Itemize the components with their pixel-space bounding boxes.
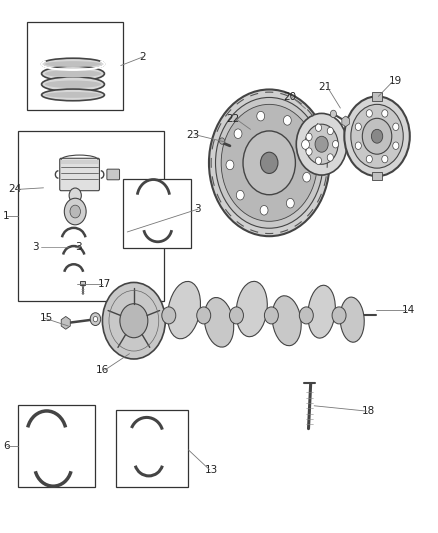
Ellipse shape [272, 296, 301, 346]
Bar [372, 92, 382, 101]
Circle shape [371, 130, 383, 143]
Bar [27, 22, 123, 110]
Bar [72, 204, 80, 211]
Circle shape [265, 307, 279, 324]
Circle shape [351, 104, 403, 168]
Circle shape [355, 123, 361, 131]
Circle shape [219, 138, 225, 144]
Text: 3: 3 [75, 242, 81, 252]
Ellipse shape [42, 66, 104, 81]
Circle shape [234, 129, 242, 139]
Text: 15: 15 [40, 313, 53, 323]
Circle shape [382, 156, 388, 163]
Bar [18, 131, 164, 301]
Circle shape [93, 317, 98, 322]
Circle shape [303, 173, 311, 182]
Circle shape [261, 152, 278, 173]
Circle shape [286, 198, 294, 208]
Text: 19: 19 [389, 77, 402, 86]
Circle shape [243, 131, 295, 195]
Circle shape [296, 114, 347, 175]
Circle shape [315, 157, 321, 165]
Ellipse shape [45, 61, 101, 67]
Bar [123, 179, 191, 248]
Ellipse shape [45, 92, 101, 98]
Circle shape [393, 142, 399, 149]
Circle shape [64, 198, 86, 225]
Ellipse shape [204, 297, 234, 347]
Circle shape [197, 307, 211, 324]
Text: 23: 23 [186, 130, 199, 140]
Circle shape [90, 313, 101, 326]
Circle shape [327, 127, 333, 135]
Circle shape [102, 282, 165, 359]
Circle shape [344, 96, 410, 176]
Bar [61, 160, 98, 164]
Text: 2: 2 [140, 52, 146, 61]
Bar [372, 172, 382, 180]
Ellipse shape [42, 58, 104, 70]
Text: 21: 21 [318, 82, 332, 92]
Text: 18: 18 [362, 406, 375, 416]
Text: 16: 16 [96, 365, 109, 375]
Text: 13: 13 [205, 465, 218, 474]
Circle shape [306, 148, 312, 155]
Circle shape [302, 140, 309, 149]
Circle shape [315, 124, 321, 132]
Circle shape [355, 142, 361, 149]
Text: 1: 1 [3, 211, 10, 221]
Circle shape [315, 136, 328, 152]
Text: 17: 17 [98, 279, 111, 288]
Circle shape [120, 304, 148, 338]
Text: 3: 3 [194, 204, 200, 214]
Circle shape [226, 160, 234, 169]
Text: 14: 14 [402, 305, 415, 315]
Circle shape [382, 110, 388, 117]
Text: 3: 3 [32, 242, 39, 252]
Circle shape [305, 124, 338, 164]
Text: 20: 20 [283, 92, 297, 102]
Circle shape [393, 123, 399, 131]
Ellipse shape [168, 281, 201, 339]
Ellipse shape [42, 89, 104, 101]
Circle shape [257, 111, 265, 121]
Circle shape [332, 141, 339, 148]
Text: 6: 6 [3, 441, 10, 451]
Ellipse shape [45, 70, 101, 77]
Ellipse shape [42, 77, 104, 92]
Circle shape [362, 118, 392, 154]
Ellipse shape [236, 281, 267, 337]
Circle shape [332, 307, 346, 324]
Bar [18, 405, 95, 487]
Ellipse shape [308, 285, 336, 338]
Circle shape [260, 206, 268, 215]
FancyBboxPatch shape [60, 158, 99, 191]
Ellipse shape [45, 80, 101, 88]
Circle shape [327, 154, 333, 161]
Circle shape [299, 307, 313, 324]
Text: 22: 22 [227, 114, 240, 124]
Circle shape [366, 110, 372, 117]
Circle shape [221, 104, 317, 221]
Circle shape [306, 133, 312, 141]
Circle shape [215, 98, 323, 228]
Circle shape [366, 156, 372, 163]
Ellipse shape [340, 297, 364, 342]
Circle shape [70, 205, 81, 218]
Circle shape [69, 188, 81, 203]
Text: 24: 24 [8, 184, 21, 195]
Bar [117, 410, 188, 487]
Circle shape [283, 116, 291, 125]
Circle shape [209, 90, 329, 236]
Bar [80, 281, 85, 285]
Circle shape [162, 307, 176, 324]
Circle shape [330, 110, 336, 118]
Circle shape [237, 190, 244, 200]
Circle shape [230, 307, 244, 324]
FancyBboxPatch shape [107, 169, 120, 180]
